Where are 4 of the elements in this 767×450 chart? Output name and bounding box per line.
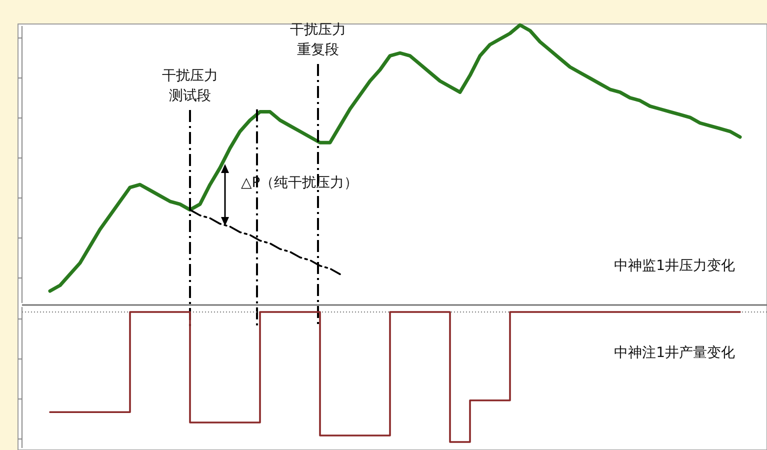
annotation: 干扰压力重复段 [290, 22, 346, 58]
annotation: 干扰压力测试段 [162, 68, 218, 104]
annotation: 中神注1井产量变化 [614, 345, 735, 361]
annotation: 中神监1井压力变化 [614, 258, 735, 274]
